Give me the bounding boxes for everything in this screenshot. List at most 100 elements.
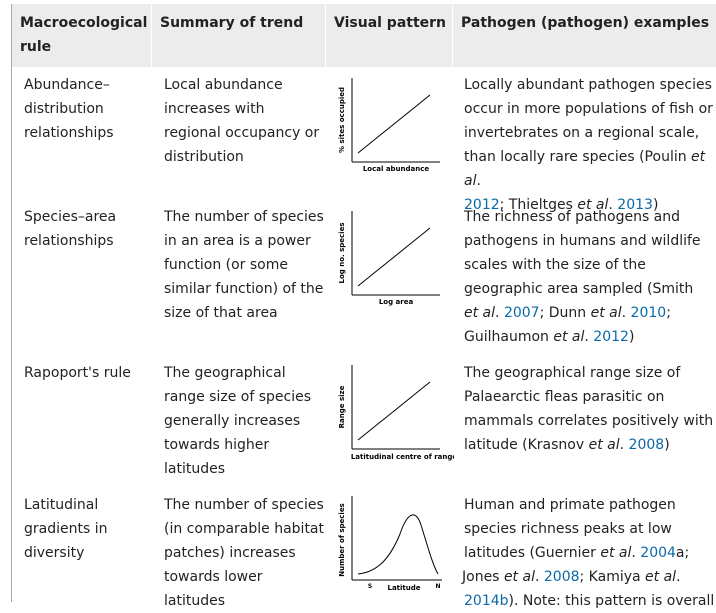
examples-line: et al. 2007; Dunn et al. 2010;	[464, 301, 716, 325]
plot-x-label: Log area	[379, 298, 414, 306]
examples-line: geographic area sampled (Smith	[464, 281, 694, 297]
rule-line: Abundance–	[24, 77, 110, 93]
plot-y-label: Range size	[338, 385, 346, 428]
rule-line: Species–area	[24, 209, 117, 225]
examples-text: ). Note: this pattern is overall	[508, 593, 715, 609]
summary-line: range size of species	[164, 389, 311, 405]
et-al: et al	[577, 197, 609, 213]
header-pathogen-examples: Pathogen (pathogen) examples	[461, 15, 710, 31]
header-visual-pattern: Visual pattern	[334, 15, 447, 31]
examples-cell: The geographical range size of Palaearct…	[464, 361, 716, 457]
summary-line: increases with	[164, 101, 265, 117]
citation-link[interactable]: 2014b	[464, 593, 509, 609]
plot-y-label: Number of species	[338, 503, 346, 576]
et-al: et al	[645, 569, 677, 585]
examples-text: than locally rare species (Poulin	[464, 149, 692, 165]
rule-cell: Abundance– distribution relationships	[24, 73, 149, 145]
examples-line: Locally abundant pathogen species	[464, 77, 712, 93]
latitudinal-gradient-plot: Number of species S Latitude N	[338, 496, 442, 592]
summary-line: The number of species	[164, 497, 324, 513]
examples-text: .	[621, 305, 627, 321]
summary-line: distribution	[164, 149, 244, 165]
examples-line: than locally rare species (Poulin et al.	[464, 145, 716, 193]
rule-cell: Species–area relationships	[24, 205, 149, 253]
et-al: et al	[464, 305, 496, 321]
summary-cell: Local abundance increases with regional …	[164, 73, 324, 169]
header-rule-line: rule	[20, 39, 52, 55]
examples-line: pathogens in humans and wildlife	[464, 233, 701, 249]
examples-text: Guilhaumon	[464, 329, 554, 345]
plot-x-label: Latitudinal centre of range	[351, 453, 454, 461]
header-summary-of-trend: Summary of trend	[160, 15, 304, 31]
rule-line: diversity	[24, 545, 85, 561]
rule-line: gradients in	[24, 521, 108, 537]
summary-line: latitudes	[164, 593, 226, 609]
examples-text: Jones	[462, 569, 504, 585]
examples-text: .	[476, 173, 481, 189]
trend-line	[357, 94, 431, 154]
rapoport-rule-plot: Range size Latitudinal centre of range	[338, 365, 454, 461]
et-al: et al	[503, 569, 535, 585]
summary-cell: The geographical range size of species g…	[164, 361, 324, 481]
examples-line: Palaearctic fleas parasitic on	[464, 389, 665, 405]
citation-link[interactable]: 2010	[630, 305, 667, 321]
citation-link[interactable]: 2012	[464, 197, 500, 213]
examples-text: ; Kamiya	[579, 569, 646, 585]
examples-line: Jones et al. 2008; Kamiya et al.	[462, 565, 716, 589]
examples-line: species richness peaks at low	[464, 521, 672, 537]
et-al: et al	[553, 329, 585, 345]
examples-line: invertebrates on a regional scale,	[464, 125, 700, 141]
et-al: et al	[588, 437, 620, 453]
citation-link[interactable]: 2008	[543, 569, 580, 585]
hump-curve	[357, 514, 439, 575]
citation-link[interactable]: 2004	[640, 545, 676, 561]
rule-line: distribution	[24, 101, 104, 117]
examples-text: ; Thieltges	[499, 197, 578, 213]
examples-text: latitude (Krasnov	[464, 437, 589, 453]
examples-cell: Locally abundant pathogen species occur …	[464, 73, 716, 217]
examples-text: .	[619, 437, 625, 453]
table-header: Macroecological rule Summary of trend Vi…	[11, 4, 716, 67]
plot-y-label: Log no. species	[338, 223, 346, 284]
rule-cell: Latitudinal gradients in diversity	[24, 493, 149, 565]
macroecology-table: Macroecological rule Summary of trend Vi…	[11, 4, 716, 609]
et-al: et al	[600, 545, 632, 561]
summary-cell: The number of species (in comparable hab…	[164, 493, 324, 613]
citation-link[interactable]: 2008	[628, 437, 665, 453]
summary-line: patches) increases	[164, 545, 296, 561]
examples-line: The geographical range size of	[464, 365, 681, 381]
examples-text: .	[584, 329, 589, 345]
citation-link[interactable]: 2012	[593, 329, 629, 345]
examples-line: scales with the size of the	[464, 257, 646, 273]
header-divider	[452, 4, 453, 67]
plot-x-label: Latitude	[387, 584, 420, 592]
examples-line: 2014b). Note: this pattern is overall	[464, 589, 716, 613]
header-divider	[325, 4, 326, 67]
summary-line: The number of species	[164, 209, 324, 225]
examples-text: latitudes (Guernier	[464, 545, 601, 561]
summary-line: latitudes	[164, 461, 226, 477]
examples-cell: The richness of pathogens and pathogens …	[464, 205, 716, 349]
rule-line: relationships	[24, 125, 114, 141]
examples-line: latitude (Krasnov et al. 2008)	[464, 433, 716, 457]
summary-line: towards lower	[164, 569, 263, 585]
summary-line: generally increases	[164, 413, 301, 429]
citation-link[interactable]: 2007	[503, 305, 540, 321]
examples-text: .	[631, 545, 636, 561]
examples-line: 2012; Thieltges et al. 2013)	[464, 193, 716, 217]
examples-cell: Human and primate pathogen species richn…	[462, 493, 716, 613]
et-al: et al	[464, 149, 706, 189]
summary-line: regional occupancy or	[164, 125, 320, 141]
plot-x-label: Local abundance	[363, 165, 430, 173]
rule-line: Latitudinal	[24, 497, 99, 513]
examples-text: ; Dunn	[539, 305, 591, 321]
examples-text: a;	[675, 545, 690, 561]
rule-line: relationships	[24, 233, 114, 249]
summary-cell: The number of species in an area is a po…	[164, 205, 324, 325]
summary-line: towards higher	[164, 437, 270, 453]
trend-line	[357, 381, 431, 441]
examples-text: .	[676, 569, 681, 585]
examples-line: mammals correlates positively with	[464, 413, 714, 429]
examples-text: ;	[666, 305, 671, 321]
citation-link[interactable]: 2013	[617, 197, 653, 213]
